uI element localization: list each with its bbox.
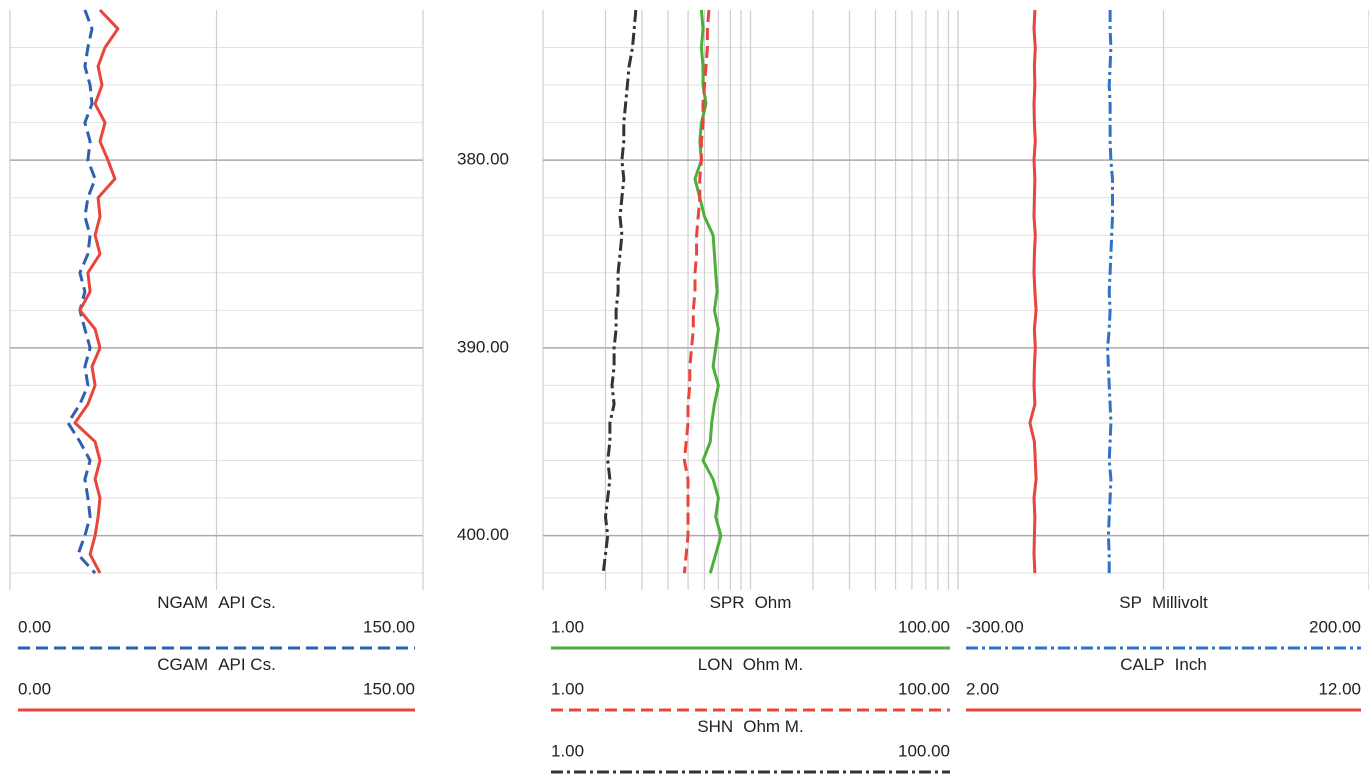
log-curve	[66, 9, 97, 575]
log-curve	[1028, 9, 1038, 574]
legend-title: SHN Ohm M.	[697, 717, 803, 736]
legend-title: SPR Ohm	[710, 593, 792, 612]
legend-name: LON	[698, 655, 733, 674]
depth-label: 380.00	[457, 150, 509, 169]
log-curve	[682, 9, 711, 574]
scale-max: 200.00	[1309, 617, 1361, 636]
legend-title: CGAM API Cs.	[157, 655, 276, 674]
log-curve	[73, 8, 120, 574]
log-curve	[1106, 10, 1114, 574]
scale-min: 1.00	[551, 741, 584, 760]
scale-max: 100.00	[898, 741, 950, 760]
legend-title: LON Ohm M.	[698, 655, 803, 674]
scale-min: 1.00	[551, 617, 584, 636]
scale-max: 150.00	[363, 679, 415, 698]
legend-name: SHN	[697, 717, 733, 736]
depth-label: 390.00	[457, 337, 509, 356]
legend-unit: Ohm	[755, 593, 792, 612]
scale-max: 12.00	[1318, 679, 1361, 698]
scale-min: 0.00	[18, 617, 51, 636]
legend-name: CALP	[1120, 655, 1164, 674]
legend-unit: Ohm M.	[743, 655, 803, 674]
scale-min: -300.00	[966, 617, 1024, 636]
log-curve	[601, 9, 638, 574]
scale-min: 2.00	[966, 679, 999, 698]
legend-unit: Millivolt	[1152, 593, 1208, 612]
scale-min: 0.00	[18, 679, 51, 698]
scale-min: 1.00	[551, 679, 584, 698]
scale-max: 100.00	[898, 617, 950, 636]
legend-title: NGAM API Cs.	[157, 593, 276, 612]
legend-title: SP Millivolt	[1119, 593, 1208, 612]
log-curve	[693, 9, 723, 574]
legend-unit: API Cs.	[218, 655, 276, 674]
legend-unit: Ohm M.	[743, 717, 803, 736]
depth-label: 400.00	[457, 525, 509, 544]
legend-name: SPR	[710, 593, 745, 612]
legend-title: CALP Inch	[1120, 655, 1207, 674]
scale-max: 150.00	[363, 617, 415, 636]
legend-unit: API Cs.	[218, 593, 276, 612]
legend-name: NGAM	[157, 593, 208, 612]
legend-unit: Inch	[1175, 655, 1207, 674]
legend-name: CGAM	[157, 655, 208, 674]
scale-max: 100.00	[898, 679, 950, 698]
legend-name: SP	[1119, 593, 1142, 612]
